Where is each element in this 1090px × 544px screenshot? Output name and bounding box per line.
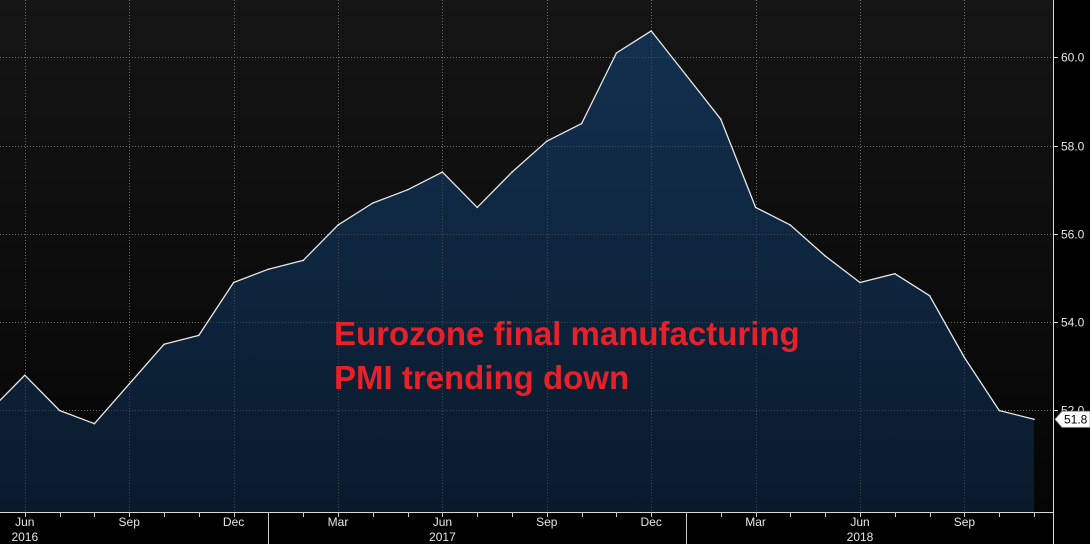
x-tick-label: Jun	[433, 515, 452, 529]
year-label: 2016	[11, 530, 38, 544]
data-point	[267, 268, 270, 271]
series-line	[0, 30, 1035, 425]
data-point	[928, 294, 931, 297]
x-tick-label: Mar	[328, 515, 349, 529]
data-point	[720, 118, 722, 120]
data-point	[894, 272, 896, 275]
data-point	[789, 224, 792, 226]
annotation-line-1: Eurozone final manufacturing	[334, 315, 800, 352]
y-tick-label: 54.0	[1061, 316, 1085, 330]
data-point	[963, 356, 966, 359]
x-tick-label: Dec	[223, 515, 244, 529]
area-fill	[0, 30, 1034, 512]
axes	[0, 0, 1054, 544]
y-tick-label: 58.0	[1061, 140, 1085, 154]
data-point	[24, 374, 26, 377]
data-point	[163, 343, 165, 346]
x-tick-label: Jun	[850, 515, 869, 529]
data-point	[441, 171, 444, 173]
y-tick-label: 56.0	[1061, 228, 1085, 242]
data-point	[406, 189, 409, 191]
last-value-flag	[1054, 410, 1090, 428]
chart-annotation: Eurozone final manufacturing PMI trendin…	[334, 312, 800, 400]
data-point	[302, 259, 305, 262]
year-label: 2017	[429, 530, 456, 544]
grid-overlay	[0, 0, 1053, 512]
data-point	[754, 206, 757, 209]
data-point	[476, 206, 479, 209]
data-point	[546, 140, 548, 142]
y-axis-ticks: 52.054.056.058.060.0	[1053, 51, 1085, 418]
data-point	[998, 409, 1000, 412]
data-point	[232, 281, 235, 284]
data-point	[685, 74, 687, 76]
y-tick-label: 60.0	[1061, 51, 1085, 65]
data-point	[128, 383, 130, 385]
last-value-marker: 51.8	[1054, 410, 1090, 428]
data-point	[372, 202, 374, 204]
data-point	[198, 334, 200, 337]
data-point	[824, 255, 826, 257]
data-point	[580, 122, 583, 125]
x-axis-ticks: Jun Sep Dec Mar Jun Sep Dec Mar Jun Sep 2016 2017 20…	[11, 512, 1035, 544]
x-tick-label: Sep	[954, 515, 976, 529]
data-point	[859, 281, 861, 284]
data-point	[1033, 418, 1035, 421]
data-point	[337, 224, 339, 226]
x-tick-label: Jun	[15, 515, 34, 529]
last-value-label: 51.8	[1064, 412, 1088, 426]
data-point	[58, 409, 61, 412]
year-label: 2018	[847, 530, 874, 544]
x-tick-label: Dec	[641, 515, 662, 529]
series-area	[0, 30, 1034, 512]
annotation-line-2: PMI trending down	[334, 359, 630, 396]
data-point	[93, 422, 96, 425]
data-point	[615, 52, 618, 54]
data-point	[511, 171, 513, 173]
x-tick-label: Sep	[119, 515, 141, 529]
data-point	[650, 30, 652, 32]
x-tick-label: Sep	[536, 515, 558, 529]
x-tick-label: Mar	[745, 515, 766, 529]
